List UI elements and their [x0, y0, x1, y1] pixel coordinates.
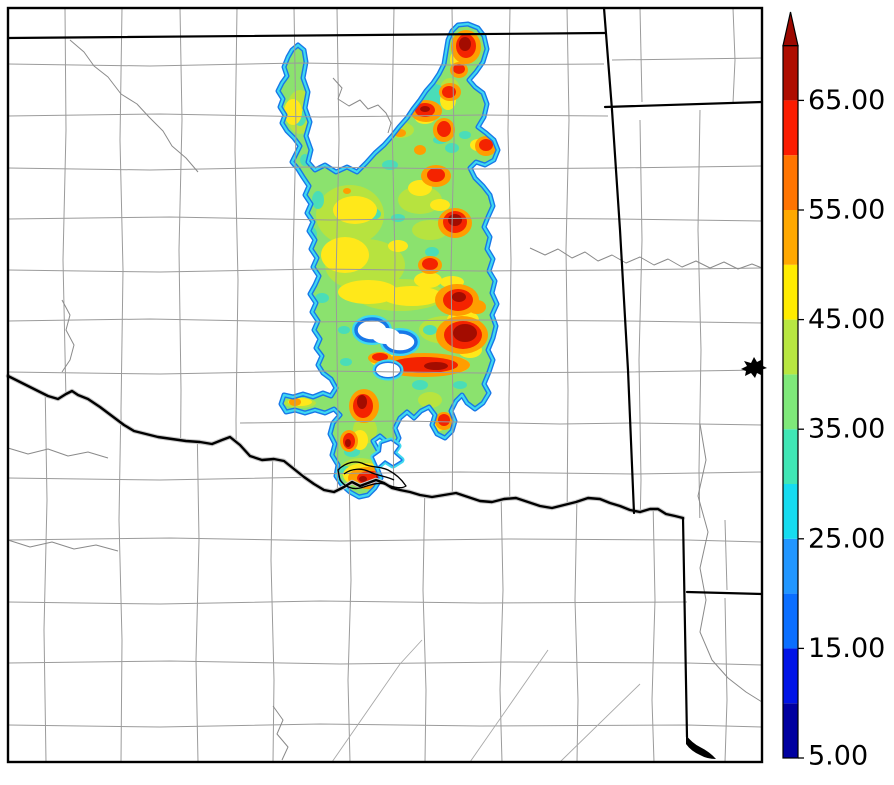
river-braid-inner: [343, 468, 395, 481]
river-east: [529, 247, 763, 270]
colorbar-tick-labels: 65.00 55.00 45.00 35.00 25.00 15.00 5.00: [808, 85, 885, 772]
colorbar-segment: [783, 155, 798, 210]
lake-southeast-line: [689, 741, 709, 757]
river-southwest-1: [7, 447, 109, 459]
colorbar-segment: [783, 210, 798, 265]
colorbar-segment: [783, 538, 798, 594]
red-river-border: [6, 374, 685, 520]
colorbar-tick-label: 15.00: [808, 633, 885, 664]
colorbar-arrow-outline: [782, 11, 799, 47]
colorbar-segment: [783, 264, 798, 320]
state-borders: [5, 6, 764, 739]
river-northwest: [69, 39, 199, 173]
map-frame: [6, 6, 764, 764]
swath-rim-cyan: [276, 22, 500, 499]
rivers: [7, 39, 763, 761]
border-southeast-vertical: [681, 516, 689, 739]
darkred-maxima: [345, 37, 477, 482]
colorbar-tick-label: 25.00: [808, 523, 885, 554]
colorbar-tick-label: 65.00: [808, 85, 885, 116]
colorbar-arrow: [783, 12, 798, 46]
river-west-fork: [61, 299, 75, 373]
colorbar-ticks: [798, 99, 804, 759]
colorbar-segment: [783, 648, 798, 704]
colorbar-tick-label: 45.00: [808, 304, 885, 335]
colorbar-segment: [783, 593, 798, 649]
border-north: [6, 31, 607, 40]
colorbar-segment: [783, 374, 798, 430]
no-data-hole-2: [372, 359, 404, 381]
colorbar-segment: [783, 45, 798, 101]
colorbar-segment: [783, 319, 798, 375]
colorbar-tick-label: 35.00: [808, 414, 885, 445]
lakes: [686, 357, 767, 759]
lake-east-symbol: [741, 357, 767, 378]
colorbar-segment: [783, 703, 798, 758]
swath-patches: [284, 30, 497, 489]
colorbar-segment: [783, 429, 798, 484]
river-southwest-2: [7, 539, 119, 552]
river-southeast: [697, 423, 763, 703]
river-south-texas: [272, 705, 289, 761]
colorbar-tick-label: 55.00: [808, 195, 885, 226]
river-bay: [332, 77, 392, 134]
colorbar-segment: [783, 484, 798, 539]
data-swath: [275, 21, 501, 500]
river-braid-loop: [337, 461, 407, 490]
no-data-hole-1: [352, 315, 420, 356]
colorbar: 65.00 55.00 45.00 35.00 25.00 15.00 5.00: [782, 11, 885, 772]
colorbar-tick-label: 5.00: [808, 741, 868, 772]
border-southeast-horizontal: [685, 590, 764, 596]
no-data-hole-3: [370, 437, 405, 470]
colorbar-segment: [783, 100, 798, 156]
border-east-horizontal: [603, 100, 764, 109]
lake-southeast-symbol: [686, 735, 716, 759]
border-northeast-vertical: [602, 6, 614, 112]
border-east-vertical: [610, 108, 636, 515]
